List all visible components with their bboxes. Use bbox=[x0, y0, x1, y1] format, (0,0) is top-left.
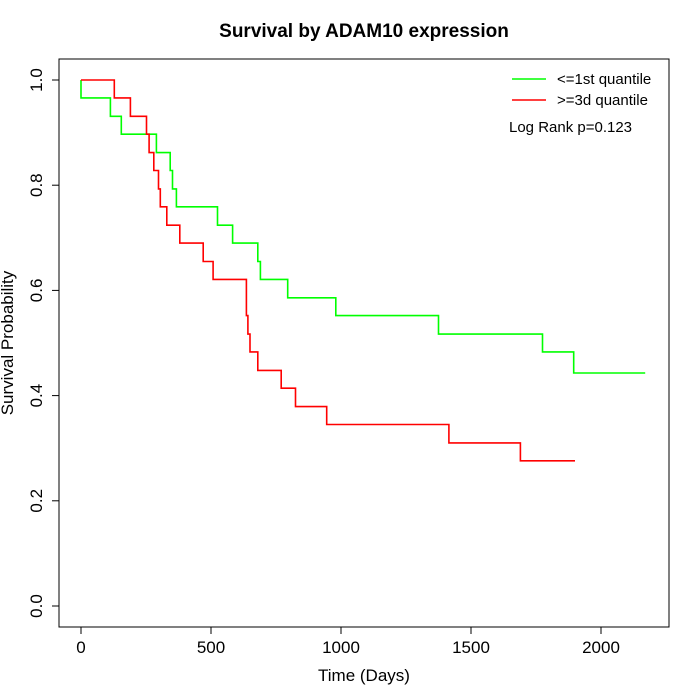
y-tick-label: 0.8 bbox=[27, 173, 46, 197]
x-tick-label: 0 bbox=[76, 638, 85, 657]
x-tick-label: 500 bbox=[197, 638, 225, 657]
x-tick-label: 2000 bbox=[582, 638, 620, 657]
log-rank-annotation: Log Rank p=0.123 bbox=[509, 119, 632, 136]
x-tick-label: 1500 bbox=[452, 638, 490, 657]
y-tick-label: 1.0 bbox=[27, 68, 46, 92]
y-tick-label: 0.2 bbox=[27, 489, 46, 513]
legend-label: <=1st quantile bbox=[557, 71, 651, 88]
y-axis-label: Survival Probability bbox=[0, 270, 17, 415]
legend-label: >=3d quantile bbox=[557, 92, 648, 109]
survival-curve-low bbox=[80, 80, 646, 374]
y-tick-label: 0.6 bbox=[27, 279, 46, 303]
x-tick-label: 1000 bbox=[322, 638, 360, 657]
y-tick-label: 0.0 bbox=[27, 594, 46, 618]
chart-title: Survival by ADAM10 expression bbox=[219, 21, 509, 42]
y-axis: 0.0 0.2 0.4 0.6 0.8 1.0 bbox=[27, 68, 60, 618]
series-layer bbox=[80, 79, 646, 462]
x-axis-label: Time (Days) bbox=[318, 666, 410, 685]
y-tick-label: 0.4 bbox=[27, 384, 46, 408]
legend: <=1st quantile >=3d quantile bbox=[512, 71, 651, 109]
x-axis: 0 500 1000 1500 2000 bbox=[76, 626, 620, 657]
survival-curve-high bbox=[81, 79, 575, 462]
